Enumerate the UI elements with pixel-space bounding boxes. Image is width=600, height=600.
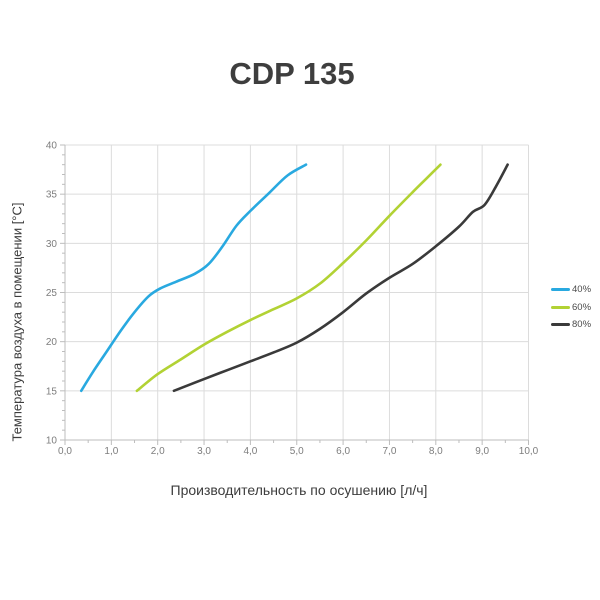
legend-item-80: 80% bbox=[551, 316, 591, 334]
legend-swatch-40-icon bbox=[551, 288, 570, 292]
axis-ticks bbox=[60, 144, 529, 445]
y-tick-label: 30 bbox=[46, 239, 58, 250]
legend-item-60: 60% bbox=[551, 299, 591, 317]
x-tick-label: 1,0 bbox=[104, 446, 118, 457]
legend: 40% 60% 80% bbox=[551, 281, 591, 334]
x-tick-label: 10,0 bbox=[519, 446, 539, 457]
legend-item-40: 40% bbox=[551, 281, 591, 299]
legend-label-60: 60% bbox=[572, 301, 592, 313]
x-tick-label: 0,0 bbox=[58, 446, 72, 457]
gridlines bbox=[65, 144, 529, 440]
y-tick-label: 20 bbox=[46, 337, 58, 348]
legend-swatch-80-icon bbox=[551, 323, 570, 327]
x-tick-label: 8,0 bbox=[429, 446, 443, 457]
x-tick-label: 5,0 bbox=[290, 446, 304, 457]
tick-labels: 0,0 1,0 2,0 3,0 4,0 5,0 6,0 7,0 8,0 9,0 10,0 10 15 20… bbox=[46, 141, 539, 458]
series-line-40 bbox=[79, 163, 308, 393]
y-tick-label: 25 bbox=[46, 288, 58, 299]
legend-label-80: 80% bbox=[572, 319, 592, 331]
series-line-80 bbox=[172, 163, 509, 393]
x-axis-label: Производительность по осушению [л/ч] bbox=[170, 482, 428, 498]
chart-title: CDP 135 bbox=[229, 56, 355, 91]
x-tick-label: 7,0 bbox=[382, 446, 396, 457]
series-line-60 bbox=[135, 163, 442, 393]
x-tick-label: 9,0 bbox=[475, 446, 489, 457]
y-axis-label: Температура воздуха в помещении [°C] bbox=[9, 202, 25, 442]
y-tick-label: 10 bbox=[46, 436, 58, 447]
y-tick-label: 40 bbox=[46, 141, 58, 152]
legend-label-40: 40% bbox=[572, 284, 592, 296]
y-tick-label: 35 bbox=[46, 190, 58, 201]
y-tick-label: 15 bbox=[46, 386, 58, 397]
x-tick-label: 3,0 bbox=[197, 446, 211, 457]
x-tick-label: 2,0 bbox=[151, 446, 165, 457]
legend-swatch-60-icon bbox=[551, 305, 570, 309]
x-tick-label: 4,0 bbox=[243, 446, 257, 457]
x-tick-label: 6,0 bbox=[336, 446, 350, 457]
